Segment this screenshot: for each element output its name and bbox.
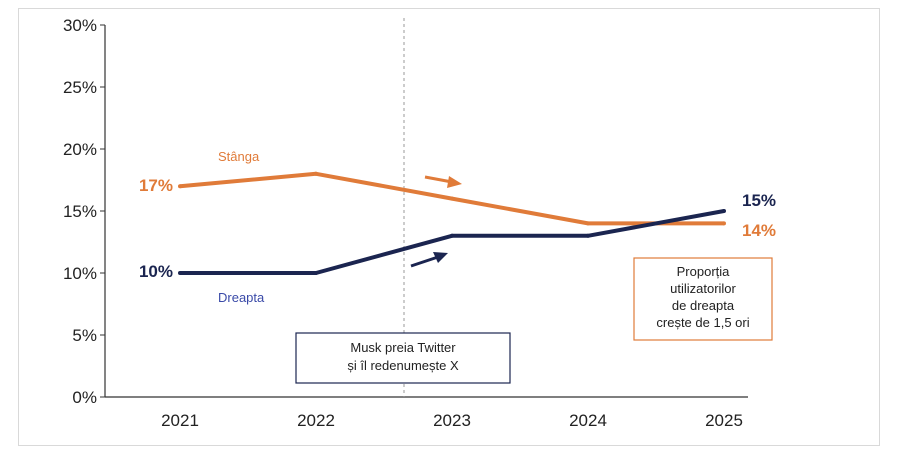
y-tick-label: 5% (72, 326, 97, 345)
data-point-dreapta (722, 209, 726, 213)
data-point-dreapta (178, 271, 182, 275)
y-tick-label: 20% (63, 140, 97, 159)
data-point-dreapta (450, 233, 454, 238)
data-label-dreapta-start: 10% (139, 262, 173, 281)
event-text-line1: Musk preia Twitter (350, 340, 456, 355)
series-name-stanga: Stânga (218, 149, 260, 164)
callout-text-line3: de dreapta (672, 298, 735, 313)
data-point-stanga (178, 184, 182, 189)
event-text-line2: și îl redenumește X (347, 358, 459, 373)
x-tick-label: 2022 (297, 411, 335, 430)
callout-text-line1: Proporția (677, 264, 731, 279)
trend-arrow-dreapta (410, 252, 448, 268)
x-tick-label: 2024 (569, 411, 607, 430)
x-tick-label: 2023 (433, 411, 471, 430)
data-label-stanga-start: 17% (139, 176, 173, 195)
data-point-dreapta (314, 271, 318, 275)
y-tick-label: 0% (72, 388, 97, 407)
data-point-stanga (314, 171, 318, 176)
callout-text-line4: crește de 1,5 ori (656, 315, 749, 330)
event-annotation: Musk preia Twitter și îl redenumește X (295, 332, 511, 384)
callout-annotation: Proporția utilizatorilor de dreapta creș… (633, 257, 773, 341)
y-tick-label: 15% (63, 202, 97, 221)
callout-text-line2: utilizatorilor (670, 281, 736, 296)
data-point-stanga (586, 221, 590, 226)
data-point-stanga (450, 196, 454, 201)
y-tick-label: 25% (63, 78, 97, 97)
y-tick-label: 30% (63, 16, 97, 35)
y-tick-label: 10% (63, 264, 97, 283)
data-point-dreapta (586, 233, 590, 238)
series-name-dreapta: Dreapta (218, 290, 265, 305)
x-tick-label: 2021 (161, 411, 199, 430)
x-tick-label: 2025 (705, 411, 743, 430)
data-label-stanga-end: 14% (742, 221, 776, 240)
data-label-dreapta-end: 15% (742, 191, 776, 210)
trend-arrow-stanga (424, 175, 462, 188)
data-point-stanga (722, 221, 726, 226)
